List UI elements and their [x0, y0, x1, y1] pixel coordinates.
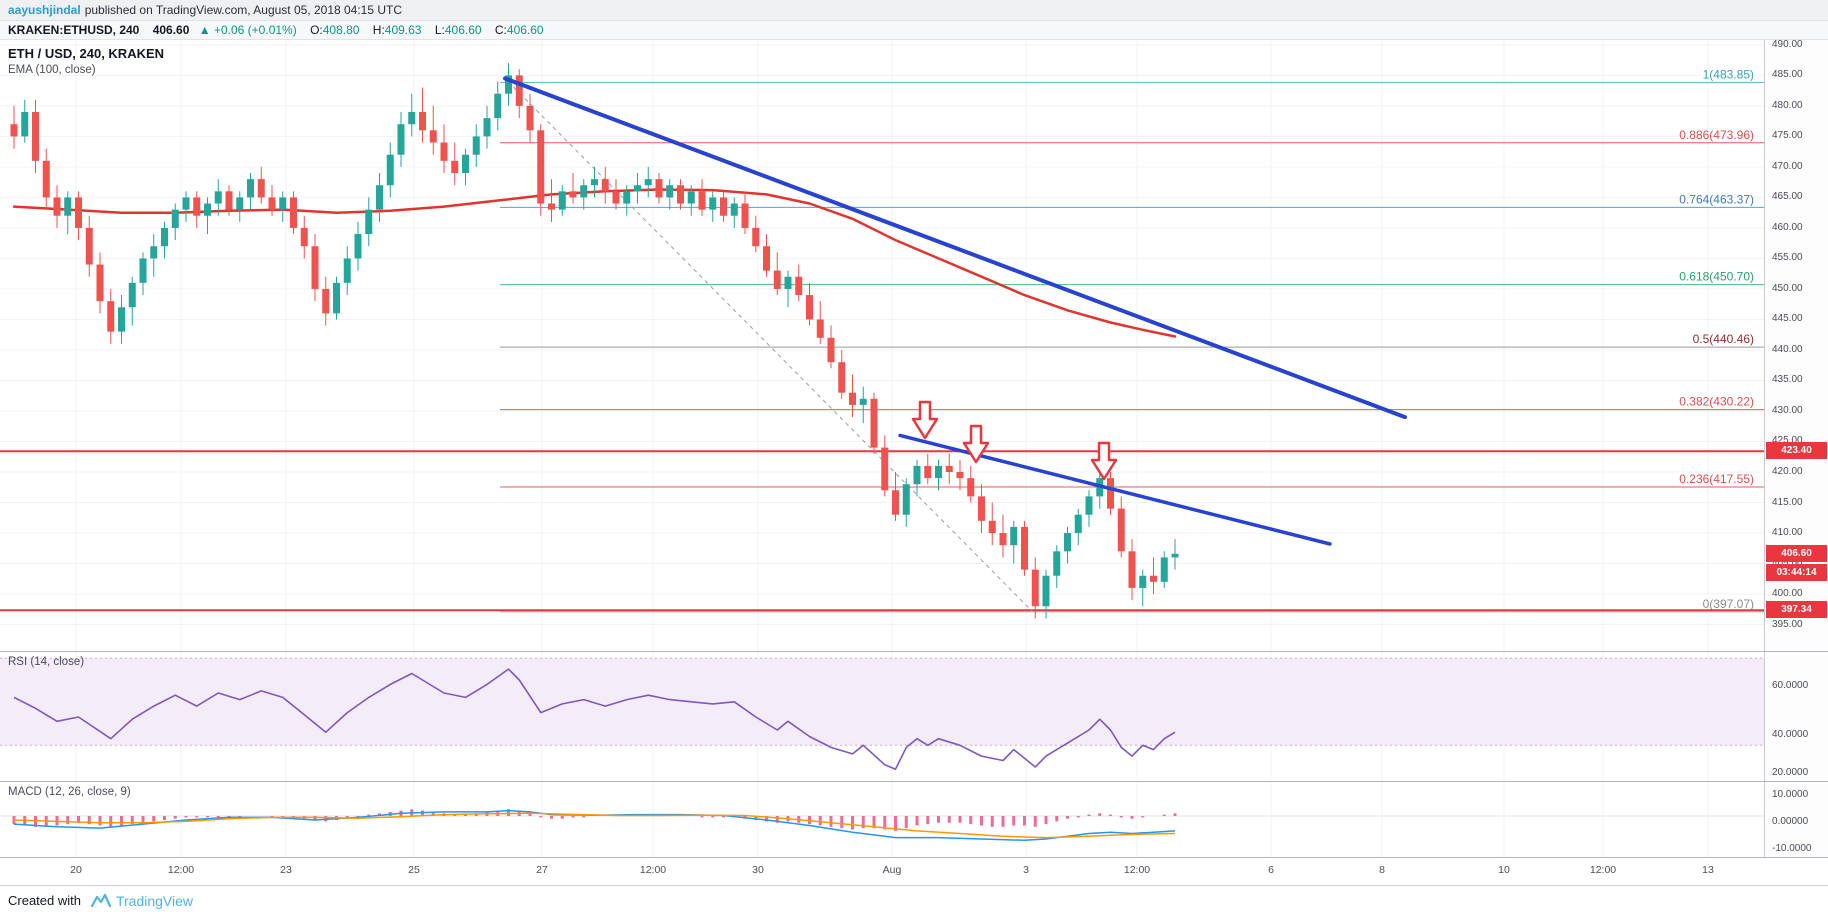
time-axis-label: 10: [1498, 864, 1510, 876]
high-value: 409.63: [384, 23, 422, 37]
tradingview-logo-icon[interactable]: [90, 892, 111, 910]
price-axis-label: 470.00: [1772, 161, 1803, 172]
svg-text:0.236(417.55): 0.236(417.55): [1679, 472, 1754, 486]
macd-svg[interactable]: [0, 782, 1764, 858]
countdown-badge: 03:44:14: [1766, 564, 1827, 581]
macd-panel[interactable]: MACD (12, 26, close, 9): [0, 782, 1764, 858]
price-axis-label: 405.00: [1765, 558, 1803, 570]
time-axis-label: 12:00: [1123, 864, 1151, 876]
time-axis-label: 12:00: [1589, 864, 1617, 876]
symbol-name[interactable]: KRAKEN:ETHUSD, 240: [8, 23, 140, 37]
price-axis-label: 435.00: [1772, 374, 1803, 385]
attribution-text: published on TradingView.com, August 05,…: [84, 3, 403, 17]
price-axis-label: 480.00: [1772, 100, 1803, 111]
symbol-ohlc-bar: KRAKEN:ETHUSD, 240 406.60 ▲ +0.06 (+0.01…: [0, 21, 1828, 40]
price-axis-label: 490.00: [1772, 39, 1803, 50]
time-axis-label: 13: [1702, 864, 1714, 876]
svg-text:0.618(450.70): 0.618(450.70): [1679, 270, 1754, 284]
svg-text:0.886(473.96): 0.886(473.96): [1679, 128, 1754, 142]
time-axis-label: 25: [408, 864, 420, 876]
price-axis-label: 485.00: [1772, 69, 1803, 80]
open-label: O:: [310, 23, 323, 37]
price-axis-label: 400.00: [1772, 588, 1803, 599]
high-label: H:: [372, 23, 385, 37]
time-axis-label: 20: [70, 864, 82, 876]
macd-axis-label: 0.00000: [1772, 816, 1809, 827]
tradingview-brand-link[interactable]: TradingView: [115, 892, 194, 909]
footer-bar: Created with TradingView: [0, 885, 1828, 915]
time-axis-label: 6: [1268, 864, 1274, 876]
open-value: 408.80: [322, 23, 360, 37]
low-value: 406.60: [444, 23, 482, 37]
price-axis-label: 475.00: [1772, 130, 1803, 141]
price-axis-label: 430.00: [1772, 405, 1803, 416]
time-axis-label: 30: [752, 864, 764, 876]
rsi-panel[interactable]: RSI (14, close): [0, 652, 1764, 782]
price-change: +0.06 (+0.01%): [213, 23, 297, 37]
author-link[interactable]: aayushjindal: [8, 3, 81, 17]
time-axis-label: 23: [280, 864, 292, 876]
macd-axis-label: 10.0000: [1772, 789, 1809, 800]
rsi-svg[interactable]: [0, 652, 1764, 782]
svg-text:0.5(440.46): 0.5(440.46): [1693, 332, 1754, 346]
price-axis-label: 450.00: [1772, 283, 1803, 294]
price-axis-label: 410.00: [1772, 527, 1803, 538]
last-price-badge: 406.60: [1766, 545, 1827, 562]
price-axis-label: 425.00: [1772, 435, 1803, 446]
price-chart-panel[interactable]: 1(483.85) 0.886(473.96) 0.764(463.37) 0.618…: [0, 40, 1764, 652]
time-axis-label: Aug: [882, 864, 902, 876]
time-axis-label: 12:00: [639, 864, 667, 876]
low-label: L:: [434, 23, 445, 37]
time-axis-label: 8: [1379, 864, 1385, 876]
price-axis-label: 440.00: [1772, 344, 1803, 355]
price-axis-label: 445.00: [1772, 313, 1803, 324]
divider-macd-timeaxis: [0, 857, 1828, 858]
price-axis-label: 415.00: [1772, 497, 1803, 508]
price-axis-label: 455.00: [1772, 252, 1803, 263]
rsi-axis-label: 40.0000: [1772, 729, 1809, 740]
created-with-text: Created with: [8, 893, 81, 908]
time-axis-label: 27: [536, 864, 548, 876]
time-axis-label: 3: [1023, 864, 1029, 876]
up-arrow-icon: ▲: [198, 23, 211, 37]
last-price: 406.60: [152, 23, 190, 37]
price-axis-label: 465.00: [1772, 191, 1803, 202]
price-axis-label: 420.00: [1772, 466, 1803, 477]
close-value: 406.60: [506, 23, 544, 37]
divider-rsi-macd[interactable]: [0, 781, 1828, 782]
rsi-axis-label: 60.0000: [1772, 680, 1809, 691]
main-chart-svg[interactable]: 1(483.85) 0.886(473.96) 0.764(463.37) 0.618…: [0, 40, 1764, 652]
svg-text:0(397.07): 0(397.07): [1703, 597, 1754, 611]
price-axis-label: 395.00: [1772, 619, 1803, 630]
attribution-bar: aayushjindal published on TradingView.com…: [0, 0, 1828, 21]
macd-axis-label: -10.0000: [1772, 843, 1812, 854]
close-label: C:: [494, 23, 507, 37]
divider-main-rsi[interactable]: [0, 651, 1828, 652]
price-axis-label: 460.00: [1772, 222, 1803, 233]
rsi-axis-label: 20.0000: [1772, 767, 1809, 778]
svg-text:1(483.85): 1(483.85): [1703, 67, 1754, 81]
svg-text:0.764(463.37): 0.764(463.37): [1679, 192, 1754, 206]
hline-price-badge: 423.40: [1766, 442, 1827, 459]
hline-price-badge: 397.34: [1766, 601, 1827, 618]
time-axis-label: 12:00: [167, 864, 195, 876]
svg-text:0.382(430.22): 0.382(430.22): [1679, 395, 1754, 409]
time-axis[interactable]: 20 12:00 23 25 27 12:00 30 Aug 3 12:00 6 8 10 12:00 13: [0, 858, 1828, 885]
price-axis[interactable]: 395.00 400.00 405.00 410.00 415.00 420.00 425.…: [1764, 39, 1828, 858]
